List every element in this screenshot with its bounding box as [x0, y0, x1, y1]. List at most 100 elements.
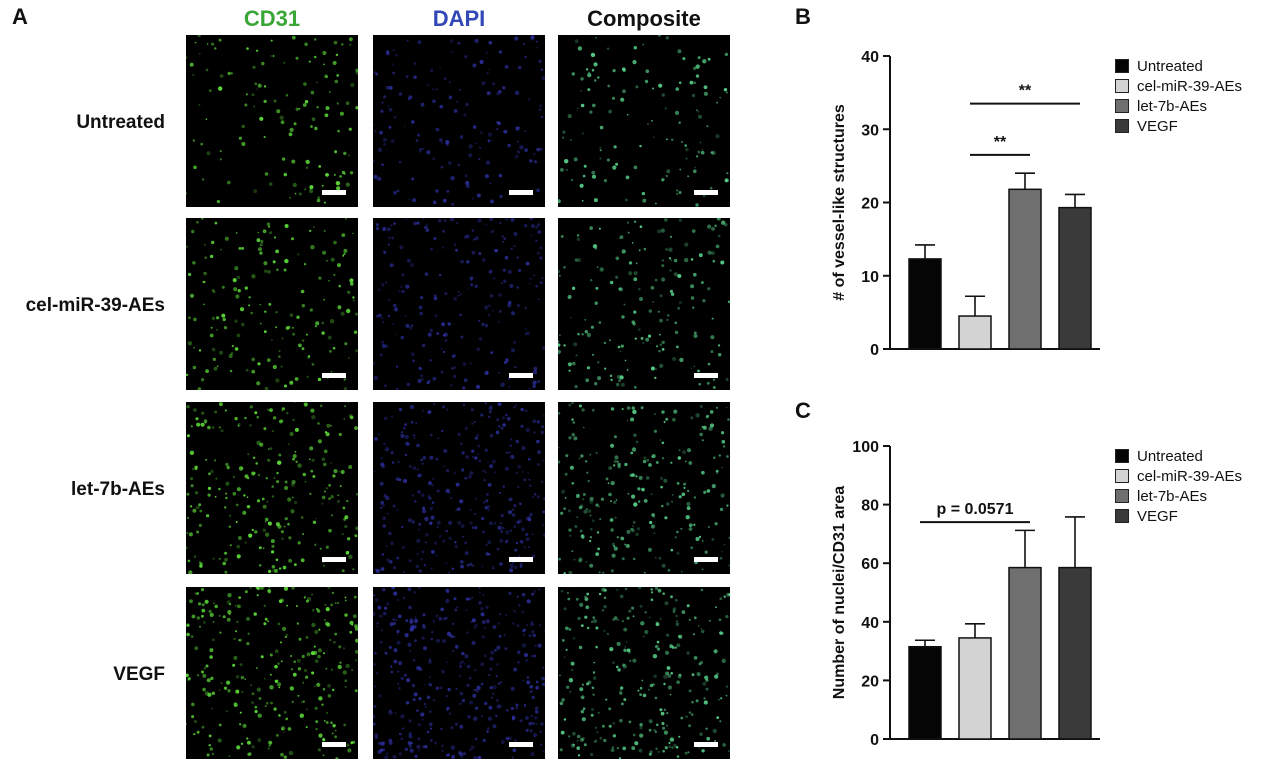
cell-dot	[264, 532, 270, 537]
cell-dot	[521, 643, 527, 648]
cell-dot	[441, 669, 443, 672]
cell-dot	[333, 469, 338, 474]
cell-dot	[236, 487, 241, 492]
cell-dot	[311, 415, 316, 420]
cell-dot	[613, 616, 618, 620]
y-tick-label: 80	[861, 498, 879, 515]
cell-dot	[381, 343, 386, 349]
cell-dot	[327, 694, 332, 698]
cell-dot	[273, 707, 277, 711]
cell-dot	[472, 456, 475, 459]
cell-dot	[680, 527, 683, 530]
cell-dot	[578, 558, 582, 563]
cell-dot	[721, 466, 724, 469]
cell-dot	[499, 403, 503, 407]
cell-dot	[267, 590, 272, 594]
cell-dot	[503, 129, 508, 134]
cell-dot	[567, 114, 572, 119]
column-header-cd31: CD31	[243, 6, 301, 31]
cell-dot	[559, 674, 561, 677]
cell-dot	[685, 460, 687, 463]
cell-dot	[521, 527, 525, 532]
cell-dot	[459, 293, 462, 296]
cell-dot	[508, 385, 511, 388]
cell-dot	[467, 474, 472, 479]
cell-dot	[220, 429, 224, 433]
cell-dot	[633, 277, 638, 282]
cell-dot	[349, 43, 352, 46]
cell-dot	[699, 732, 703, 736]
cell-dot	[609, 647, 614, 652]
cell-dot	[380, 506, 383, 509]
y-tick-label: 10	[861, 269, 879, 286]
cell-dot	[688, 724, 692, 728]
y-tick-label: 40	[861, 615, 879, 632]
cell-dot	[510, 454, 515, 459]
cell-dot	[472, 238, 476, 241]
row-label-let-7b-aes: let-7b-AEs	[71, 479, 165, 500]
cell-dot	[304, 480, 307, 483]
cell-dot	[526, 680, 531, 685]
cell-dot	[413, 437, 416, 440]
cell-dot	[388, 741, 393, 745]
cell-dot	[417, 133, 420, 137]
cell-dot	[656, 640, 660, 644]
cell-dot	[594, 382, 598, 386]
cell-dot	[214, 604, 218, 609]
cell-dot	[685, 715, 688, 718]
cell-dot	[349, 282, 354, 286]
cell-dot	[709, 186, 713, 190]
cell-dot	[508, 451, 511, 454]
cell-dot	[702, 299, 706, 303]
cell-dot	[314, 543, 317, 546]
cell-dot	[529, 512, 533, 517]
cell-dot	[522, 471, 524, 473]
cell-dot	[420, 102, 425, 107]
cell-dot	[229, 514, 231, 517]
cell-dot	[394, 712, 397, 715]
cell-dot	[528, 546, 530, 548]
y-tick-label: 60	[861, 556, 879, 573]
cell-dot	[589, 539, 592, 543]
cell-dot	[393, 659, 398, 664]
cell-dot	[355, 641, 358, 644]
cell-dot	[455, 645, 459, 649]
cell-dot	[571, 550, 574, 552]
cell-dot	[664, 650, 670, 655]
cell-dot	[703, 85, 708, 90]
cell-dot	[516, 256, 519, 259]
cell-dot	[515, 439, 520, 444]
cell-dot	[710, 335, 715, 340]
cell-dot	[203, 666, 207, 670]
cell-dot	[620, 344, 624, 348]
cell-dot	[292, 182, 297, 188]
cell-dot	[645, 69, 650, 73]
cell-dot	[430, 515, 435, 520]
cell-dot	[413, 591, 416, 594]
cell-dot	[453, 374, 457, 378]
cell-dot	[727, 750, 730, 753]
cell-dot	[227, 71, 231, 76]
cell-dot	[203, 271, 206, 275]
cell-dot	[442, 639, 447, 643]
cell-dot	[186, 632, 190, 637]
cell-dot	[465, 609, 468, 612]
cell-dot	[431, 631, 434, 634]
cell-dot	[503, 268, 506, 272]
cell-dot	[355, 493, 358, 496]
cell-dot	[301, 654, 305, 659]
cell-dot	[288, 132, 293, 137]
cell-dot	[559, 334, 561, 336]
cell-dot	[267, 747, 270, 750]
cell-dot	[271, 485, 274, 488]
cell-dot	[388, 125, 392, 129]
cell-dot	[234, 347, 239, 351]
cell-dot	[486, 505, 491, 509]
cell-dot	[719, 96, 721, 99]
cell-dot	[633, 502, 638, 507]
legend-panel-c: Untreated cel-miR-39-AEs let-7b-AEs VEGF	[1115, 446, 1242, 526]
cell-dot	[484, 506, 488, 510]
cell-dot	[630, 451, 634, 455]
cell-dot	[661, 340, 665, 344]
cell-dot	[328, 497, 331, 500]
